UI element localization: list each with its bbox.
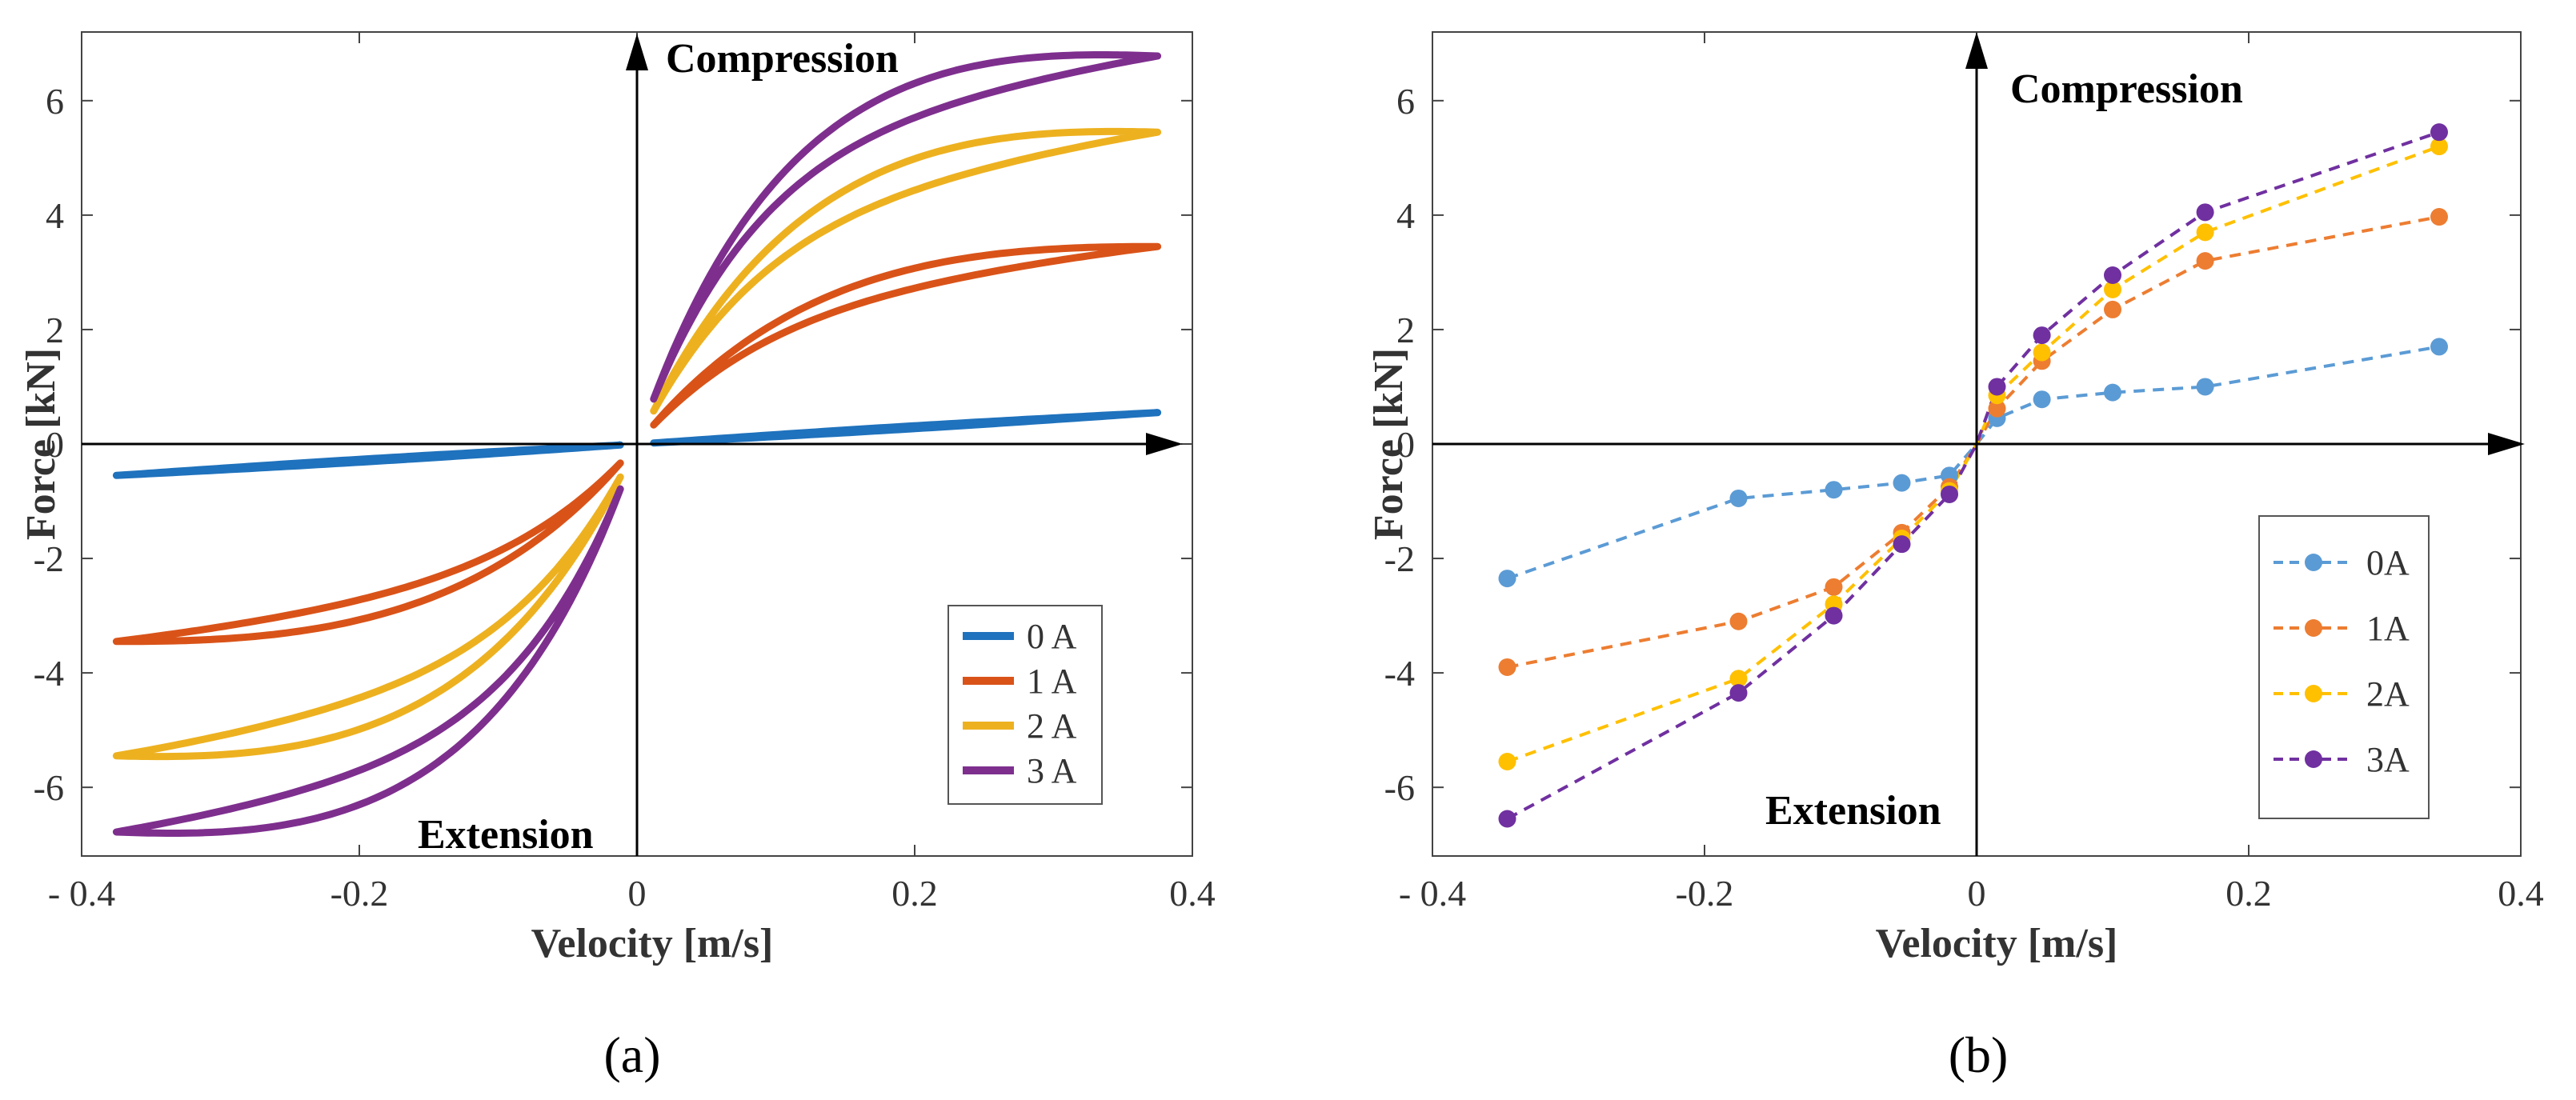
series-line-1a-extension bbox=[112, 459, 624, 646]
data-point-3a bbox=[1988, 378, 2006, 396]
data-point-2a bbox=[2196, 223, 2214, 242]
extension-annotation-a: Extension bbox=[418, 812, 594, 858]
y-tick-label: 4 bbox=[46, 195, 64, 236]
y-tick-label: -6 bbox=[1384, 767, 1415, 808]
y-tick-label: 0 bbox=[46, 424, 64, 465]
data-point-2a bbox=[2430, 138, 2448, 156]
data-point-3a bbox=[1498, 810, 1516, 828]
data-point-1a bbox=[2104, 300, 2121, 318]
legend-label: 3 A bbox=[1027, 751, 1077, 790]
legend-label: 1A bbox=[2366, 609, 2410, 648]
legend-marker bbox=[2305, 685, 2322, 702]
series-line-0a-compression bbox=[650, 409, 1162, 447]
legend-label: 2A bbox=[2366, 674, 2410, 714]
y-tick-label: 6 bbox=[46, 81, 64, 122]
legend-label: 0A bbox=[2366, 543, 2410, 582]
series-line-0a bbox=[1506, 345, 2440, 580]
arrowhead-right bbox=[1146, 433, 1183, 455]
data-point-1a bbox=[2196, 252, 2214, 270]
data-point-2a bbox=[2033, 343, 2051, 362]
data-point-2a bbox=[1729, 670, 1748, 688]
chart-panel-b: - 0.4 -0.2 0 0.2 0.4 -6 -4 -2 0 2 4 6 0A 1A 2A 3A Comp… bbox=[1366, 31, 2544, 966]
y-tick-label: 2 bbox=[46, 310, 64, 350]
x-tick-label: 0.2 bbox=[2225, 873, 2272, 914]
compression-annotation-b: Compression bbox=[2010, 66, 2243, 112]
data-point-3a bbox=[1941, 485, 1958, 503]
data-point-3a bbox=[2104, 266, 2121, 284]
data-point-0a bbox=[1893, 474, 1911, 492]
data-point-1a bbox=[1988, 399, 2006, 418]
panel-label-a: (a) bbox=[603, 1026, 660, 1083]
data-point-3a bbox=[2430, 123, 2448, 142]
series-line-1a-compression bbox=[650, 242, 1162, 429]
y-tick-label: -2 bbox=[34, 538, 64, 579]
x-tick-label: 0 bbox=[628, 873, 647, 914]
y-axis-label-a: Force [kN] bbox=[18, 348, 64, 540]
x-tick-label: - 0.4 bbox=[1399, 873, 1466, 914]
data-point-3a bbox=[1729, 684, 1748, 702]
compression-annotation-a: Compression bbox=[666, 36, 899, 82]
data-point-1a bbox=[1498, 658, 1516, 676]
data-point-1a bbox=[2430, 208, 2448, 226]
x-tick-label: 0 bbox=[1968, 873, 1986, 914]
data-point-1a bbox=[1729, 612, 1748, 630]
x-tick-label: - 0.4 bbox=[48, 873, 115, 914]
arrowhead-up bbox=[626, 34, 648, 70]
data-point-3a bbox=[2033, 326, 2051, 345]
x-tick-label: 0.4 bbox=[1169, 873, 1216, 914]
series-line-3a-compression bbox=[650, 51, 1162, 403]
legend-box bbox=[2258, 515, 2430, 819]
y-tick-label: -6 bbox=[34, 767, 64, 808]
arrowhead-right bbox=[2488, 433, 2525, 455]
arrowhead-up bbox=[1965, 32, 1988, 69]
data-point-0a bbox=[2033, 390, 2051, 409]
series-line-3a bbox=[1506, 130, 2440, 821]
data-point-3a bbox=[2196, 203, 2214, 222]
x-tick-label: 0.4 bbox=[2498, 873, 2544, 914]
data-point-0a bbox=[1729, 489, 1748, 507]
data-point-3a bbox=[1825, 606, 1843, 625]
x-tick-label: -0.2 bbox=[1676, 873, 1734, 914]
y-tick-label: -2 bbox=[1384, 538, 1415, 579]
data-point-0a bbox=[2104, 383, 2121, 402]
legend-marker bbox=[2305, 750, 2322, 768]
x-tick-label: -0.2 bbox=[331, 873, 389, 914]
y-tick-label: 2 bbox=[1396, 310, 1415, 350]
y-tick-label: -4 bbox=[34, 653, 64, 694]
x-axis-label-a: Velocity [m/s] bbox=[531, 921, 774, 966]
legend-label: 2 A bbox=[1027, 706, 1077, 746]
x-axis-label-b: Velocity [m/s] bbox=[1876, 921, 2118, 966]
data-point-0a bbox=[1498, 570, 1516, 588]
data-point-1a bbox=[1825, 578, 1843, 596]
legend-label: 1 A bbox=[1027, 662, 1077, 701]
series-line-2a-compression bbox=[650, 127, 1162, 415]
data-point-3a bbox=[1893, 535, 1911, 554]
legend-label: 3A bbox=[2366, 740, 2410, 779]
y-tick-label: -4 bbox=[1384, 653, 1415, 694]
legend-a: 0 A 1 A 2 A 3 A bbox=[947, 605, 1103, 805]
data-point-0a bbox=[1825, 481, 1843, 499]
series-line-3a-extension bbox=[112, 485, 624, 837]
data-point-2a bbox=[2104, 280, 2121, 298]
data-point-2a bbox=[1498, 752, 1516, 770]
panel-label-b: (b) bbox=[1949, 1026, 2009, 1083]
data-point-0a bbox=[2196, 378, 2214, 396]
y-axis-label-b: Force [kN] bbox=[1366, 348, 1412, 540]
extension-annotation-b: Extension bbox=[1765, 788, 1941, 834]
x-tick-label: 0.2 bbox=[891, 873, 938, 914]
series-line-2a-extension bbox=[112, 473, 624, 761]
series-line-0a-extension bbox=[112, 441, 624, 479]
legend-marker bbox=[2305, 619, 2322, 637]
y-tick-label: 4 bbox=[1396, 195, 1415, 236]
data-point-0a bbox=[2430, 338, 2448, 356]
y-tick-label: 0 bbox=[1396, 424, 1415, 465]
y-tick-label: 6 bbox=[1396, 81, 1415, 122]
legend-marker bbox=[2305, 554, 2322, 571]
legend-b: 0A 1A 2A 3A bbox=[2258, 515, 2430, 819]
legend-label: 0 A bbox=[1027, 617, 1077, 656]
